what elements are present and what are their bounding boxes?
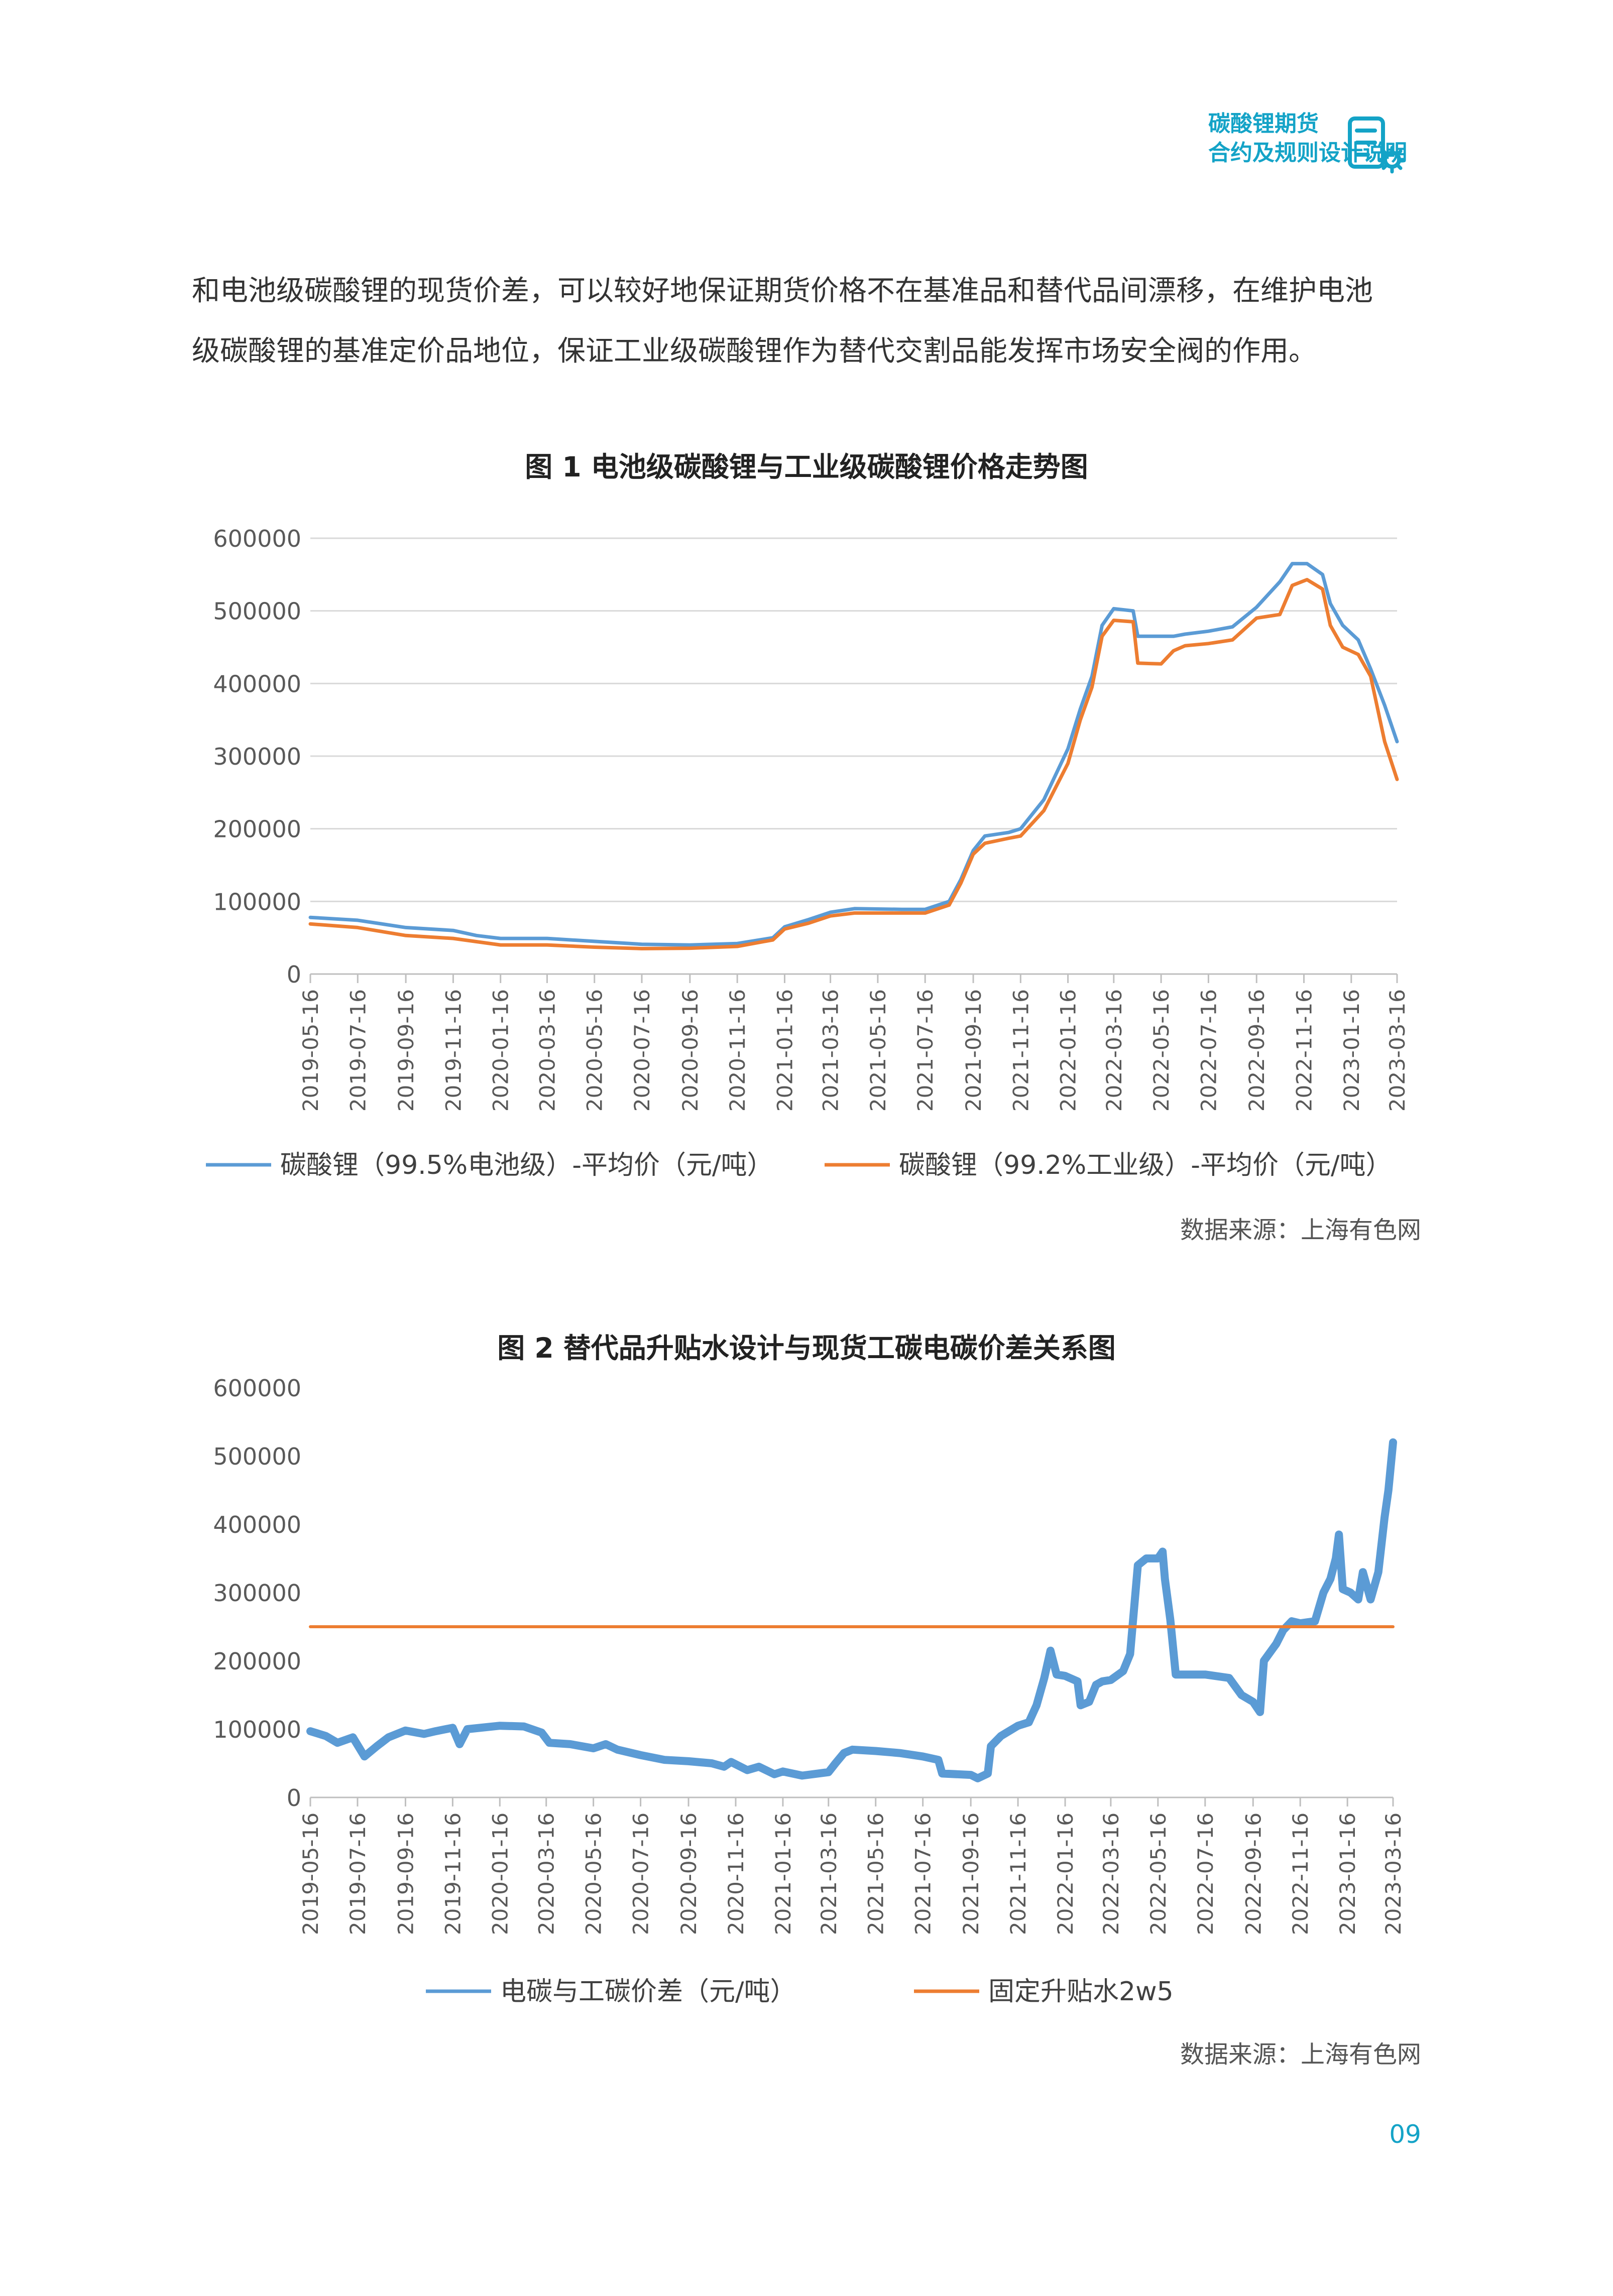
chart1-y-tick-label: 600000 [213, 525, 301, 552]
chart2-series-line-1 [306, 1438, 1397, 1782]
chart1-legend-label-1: 碳酸锂（99.5%电池级）-平均价（元/吨） [280, 1150, 773, 1180]
chart2-x-tick-label: 2020-07-16 [629, 1812, 653, 1935]
paragraph-line-1: 和电池级碳酸锂的现货价差，可以较好地保证期货价格不在基准品和替代品间漂移，在维护… [192, 275, 1373, 307]
chart1-x-tick-label: 2022-09-16 [1244, 989, 1269, 1112]
chart1-x-tick-label: 2019-11-16 [441, 989, 466, 1112]
chart1-x-tick-label: 2020-09-16 [678, 989, 703, 1112]
chart1-x-tick-label: 2022-05-16 [1149, 989, 1174, 1112]
chart2-x-tick-label: 2019-09-16 [393, 1812, 418, 1935]
chart2-x-tick-label: 2020-05-16 [582, 1812, 606, 1935]
chart1-x-tick-label: 2022-03-16 [1102, 989, 1126, 1112]
chart2-x-tick-label: 2020-11-16 [724, 1812, 748, 1935]
chart2-legend-label-1: 电碳与工碳价差（元/吨） [500, 1977, 796, 2007]
chart2-y-tick-label: 300000 [213, 1580, 301, 1607]
chart1-x-tick-label: 2020-03-16 [535, 989, 559, 1112]
chart1-x-tick-label: 2020-07-16 [630, 989, 654, 1112]
chart2-y-tick-label: 200000 [213, 1648, 301, 1675]
chart2-x-tick-label: 2022-05-16 [1146, 1812, 1171, 1935]
chart2-x-tick-label: 2020-03-16 [534, 1812, 559, 1935]
chart2-x-tick-label: 2022-07-16 [1193, 1812, 1218, 1935]
chart2-spread-vs-premium: 6000005000004000003000002000001000000201… [213, 1375, 1406, 2007]
chart1-x-tick-label: 2019-05-16 [298, 989, 323, 1112]
chart2-x-tick-label: 2022-03-16 [1099, 1812, 1123, 1935]
chart1-x-tick-label: 2020-05-16 [583, 989, 607, 1112]
chart2-x-tick-label: 2020-01-16 [488, 1812, 512, 1935]
chart2-x-tick-label: 2019-07-16 [345, 1812, 370, 1935]
figure1-title: 图 1 电池级碳酸锂与工业级碳酸锂价格走势图 [525, 451, 1088, 483]
page-number: 09 [1389, 2120, 1421, 2149]
chart1-x-tick-label: 2021-03-16 [819, 989, 843, 1112]
figure1-source: 数据来源：上海有色网 [1180, 1216, 1421, 1244]
chart1-y-tick-label: 0 [287, 961, 301, 988]
chart1-x-tick-label: 2021-11-16 [1008, 989, 1033, 1112]
chart1-x-tick-label: 2021-05-16 [866, 989, 890, 1112]
chart1-x-tick-label: 2022-11-16 [1292, 989, 1317, 1112]
chart2-y-tick-label: 100000 [213, 1716, 301, 1743]
chart2-x-tick-label: 2022-09-16 [1241, 1812, 1265, 1935]
chart1-x-tick-label: 2021-09-16 [961, 989, 986, 1112]
chart1-x-tick-label: 2022-01-16 [1056, 989, 1081, 1112]
chart1-x-tick-label: 2019-09-16 [394, 989, 418, 1112]
chart2-x-tick-label: 2021-11-16 [1006, 1812, 1030, 1935]
chart1-y-tick-label: 300000 [213, 743, 301, 770]
chart1-y-tick-label: 500000 [213, 598, 301, 625]
chart1-y-tick-label: 100000 [213, 888, 301, 915]
chart1-series-line-2 [308, 578, 1399, 950]
chart1-x-tick-label: 2019-07-16 [345, 989, 370, 1112]
chart2-x-tick-label: 2022-11-16 [1288, 1812, 1313, 1935]
chart2-x-tick-label: 2021-07-16 [911, 1812, 936, 1935]
chart2-y-tick-label: 0 [287, 1784, 301, 1811]
chart2-x-tick-label: 2019-11-16 [440, 1812, 465, 1935]
chart1-x-tick-label: 2021-01-16 [772, 989, 797, 1112]
chart2-x-tick-label: 2021-01-16 [771, 1812, 795, 1935]
chart2-x-tick-label: 2022-01-16 [1053, 1812, 1078, 1935]
chart2-x-tick-label: 2019-05-16 [298, 1812, 323, 1935]
chart2-x-tick-label: 2020-09-16 [676, 1812, 701, 1935]
chart1-series-line-1 [308, 562, 1399, 947]
paragraph-line-2: 级碳酸锂的基准定价品地位，保证工业级碳酸锂作为替代交割品能发挥市场安全阀的作用。 [192, 335, 1317, 368]
chart2-x-tick-label: 2021-09-16 [959, 1812, 983, 1935]
chart1-x-tick-label: 2021-07-16 [913, 989, 938, 1112]
chart2-y-tick-label: 400000 [213, 1511, 301, 1538]
chart2-legend-label-2: 固定升贴水2w5 [988, 1977, 1174, 2007]
chart1-y-tick-label: 200000 [213, 816, 301, 843]
chart1-x-tick-label: 2023-01-16 [1339, 989, 1364, 1112]
chart1-legend-label-2: 碳酸锂（99.2%工业级）-平均价（元/吨） [899, 1150, 1392, 1180]
chart2-x-tick-label: 2021-03-16 [817, 1812, 841, 1935]
chart1-x-tick-label: 2022-07-16 [1196, 989, 1221, 1112]
document-gear-icon [1348, 116, 1406, 174]
chart2-x-tick-label: 2023-01-16 [1335, 1812, 1360, 1935]
header-title-line1: 碳酸锂期货 [1208, 111, 1319, 137]
figure2-title: 图 2 替代品升贴水设计与现货工碳电碳价差关系图 [497, 1332, 1116, 1364]
figure2-source: 数据来源：上海有色网 [1180, 2040, 1421, 2069]
body-paragraph: 和电池级碳酸锂的现货价差，可以较好地保证期货价格不在基准品和替代品间漂移，在维护… [192, 261, 1422, 382]
chart2-y-tick-label: 500000 [213, 1443, 301, 1470]
chart1-y-tick-label: 400000 [213, 670, 301, 697]
chart1-x-tick-label: 2020-01-16 [489, 989, 513, 1112]
chart2-x-tick-label: 2021-05-16 [864, 1812, 888, 1935]
chart1-price-trend: 6000005000004000003000002000001000000201… [206, 525, 1410, 1180]
chart1-x-tick-label: 2023-03-16 [1385, 989, 1410, 1112]
chart2-x-tick-label: 2023-03-16 [1381, 1812, 1406, 1935]
chart1-x-tick-label: 2020-11-16 [725, 989, 750, 1112]
chart2-y-tick-label: 600000 [213, 1375, 301, 1402]
